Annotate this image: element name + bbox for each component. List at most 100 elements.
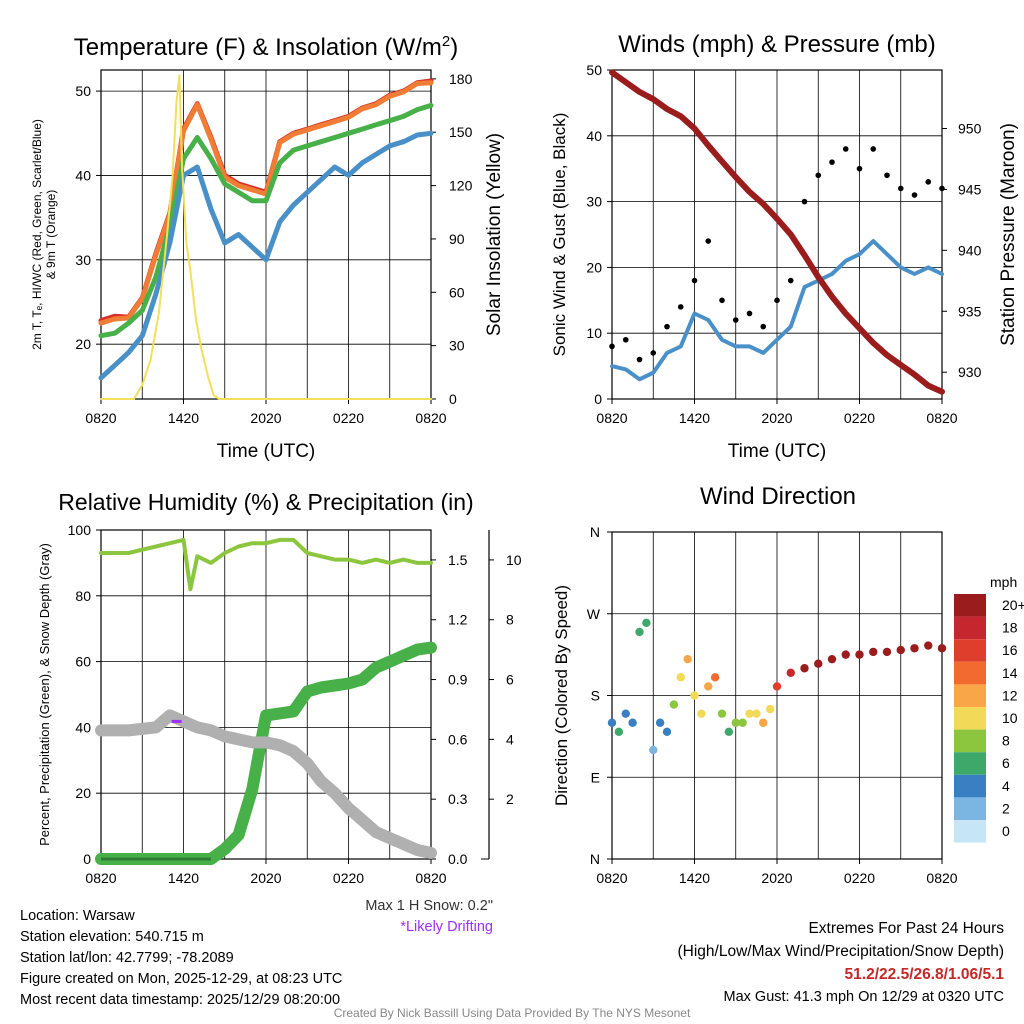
series-line-station-pressure [609,69,945,395]
direction-point [800,664,809,673]
colorbar-tick-label: 2 [1002,800,1010,816]
y2-tick-label: 180 [449,71,473,87]
gust-point [787,277,794,284]
direction-point [827,654,837,664]
direction-point [745,709,754,718]
y2-tick-label: 0.6 [448,731,468,747]
created-text: Figure created on Mon, 2025-12-29, at 08… [20,971,343,987]
y-tick-label: N [590,851,600,867]
series-line-snow-depth [95,709,437,859]
colorbar-label: mph [990,574,1017,590]
direction-point [607,718,617,727]
colorbar-tick-label: 0 [1002,823,1010,839]
y-tick-label: 20 [75,336,91,352]
series-line-solar-insolation [100,74,432,400]
y2-tick-label: 1.5 [448,552,468,568]
direction-point [704,682,713,691]
y-tick-label: 40 [75,719,91,735]
colorbar-swatch [954,752,986,775]
extremes-panel: Extremes For Past 24 Hours (High/Low/Max… [678,917,1005,1009]
chart-title-superscript: 2 [442,33,450,50]
colorbar-swatch [954,616,986,640]
latlon-text: Station lat/lon: 42.7799; -78.2089 [20,950,234,966]
extremes-subtitle: (High/Low/Max Wind/Precipitation/Snow De… [677,943,1005,960]
x-tick-label: 0820 [926,410,957,426]
y-tick-label: 10 [586,325,602,341]
direction-point [697,709,706,718]
recent-data-text: Most recent data timestamp: 2025/12/29 0… [20,992,341,1008]
x-tick-label: 2020 [250,870,281,886]
gust-point [719,297,725,304]
elevation-text: Station elevation: 540.715 m [20,929,204,945]
direction-point [676,673,685,682]
y3-tick-label: 2 [506,791,514,807]
gust-point [884,172,890,179]
y-tick-label: 20 [586,259,602,275]
x-tick-label: 0220 [333,410,364,426]
y-axis-label: Direction (Colored By Speed) [552,585,571,806]
y-tick-label: 100 [68,522,92,538]
colorbar: mph 20+ 18 16 14 12 10 8 6 4 2 0 [954,574,1024,843]
gust-point [691,277,698,284]
x-tick-label: 0820 [415,410,446,426]
gust-point [897,185,904,192]
panel-3-frame: 0820 1420 2020 0220 0820 0 20 40 60 80 100 0.0 0.3 0.… [37,489,522,886]
direction-point [710,673,720,682]
colorbar-swatch [954,820,986,843]
colorbar-tick-label: 6 [1002,755,1010,771]
chart-title-main: Temperature (F) & Insolation (W/m [74,34,442,61]
x-tick-label: 1420 [168,410,199,426]
colorbar-swatch [954,594,986,617]
chart-title: Wind Direction [700,483,856,510]
x-tick-label: 0220 [844,410,875,426]
y2-tick-label: 945 [958,181,982,197]
direction-point [628,718,637,727]
y2-tick-label: 0.0 [448,851,468,867]
y2-tick-label: 950 [958,120,982,136]
x-tick-label: 0220 [333,870,364,886]
y2-tick-label: 30 [449,338,465,354]
direction-point [717,709,727,718]
y-tick-label: 50 [75,83,91,99]
y-tick-label: 80 [75,588,91,604]
extremes-title: Extremes For Past 24 Hours [808,920,1004,937]
gust-point [815,172,822,179]
y-tick-label: 50 [586,62,602,78]
colorbar-tick-label: 10 [1002,710,1018,726]
gust-point [636,356,643,363]
direction-point [738,718,747,727]
x-axis-label: Time (UTC) [728,441,827,462]
gust-point [842,146,849,152]
direction-point [896,645,905,655]
direction-point [669,700,679,709]
gust-point [925,179,932,185]
colorbar-tick-label: 18 [1002,620,1018,636]
gust-point [677,304,684,310]
direction-point [772,682,782,691]
chart-title: Temperature (F) & Insolation (W/m2) [74,33,458,61]
direction-point [621,709,630,718]
x-tick-label: 0820 [85,870,116,886]
colorbar-swatch [954,639,986,662]
direction-point [614,727,624,737]
colorbar-tick-label: 16 [1002,642,1018,658]
y2-axis-label: Station Pressure (Maroon) [998,123,1019,346]
direction-point [869,647,878,657]
colorbar-tick-label: 20+ [1002,597,1024,613]
gust-point [870,146,877,152]
colorbar-tick-label: 14 [1002,665,1018,681]
y-axis-label: & 9m T (Orange) [44,190,58,280]
y-tick-label: 40 [586,128,602,144]
direction-point [655,718,665,727]
y-tick-label: S [591,688,600,704]
gust-point [801,198,808,205]
gust-point [622,336,629,343]
direction-point [759,718,768,727]
colorbar-swatch [954,774,986,798]
y-tick-label: E [591,769,600,785]
colorbar-tick-label: 4 [1002,778,1010,794]
gust-point [746,310,753,317]
y3-tick-label: 6 [506,672,514,688]
y2-tick-label: 0.3 [448,791,468,807]
max-snow-text: Max 1 H Snow: 0.2" [365,898,493,914]
